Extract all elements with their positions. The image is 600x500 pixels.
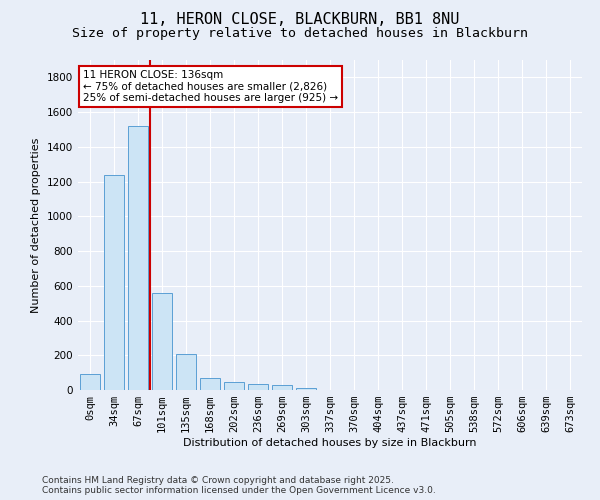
Bar: [272, 386, 292, 390]
Bar: [152, 292, 172, 390]
Bar: [296, 388, 316, 390]
Bar: [176, 354, 196, 390]
Bar: [200, 378, 220, 390]
Bar: [80, 374, 100, 390]
Bar: [248, 384, 268, 390]
Text: 11, HERON CLOSE, BLACKBURN, BB1 8NU: 11, HERON CLOSE, BLACKBURN, BB1 8NU: [140, 12, 460, 28]
Bar: [224, 382, 244, 390]
X-axis label: Distribution of detached houses by size in Blackburn: Distribution of detached houses by size …: [183, 438, 477, 448]
Text: 11 HERON CLOSE: 136sqm
← 75% of detached houses are smaller (2,826)
25% of semi-: 11 HERON CLOSE: 136sqm ← 75% of detached…: [83, 70, 338, 103]
Bar: [128, 126, 148, 390]
Bar: [104, 174, 124, 390]
Y-axis label: Number of detached properties: Number of detached properties: [31, 138, 41, 312]
Text: Size of property relative to detached houses in Blackburn: Size of property relative to detached ho…: [72, 28, 528, 40]
Text: Contains HM Land Registry data © Crown copyright and database right 2025.
Contai: Contains HM Land Registry data © Crown c…: [42, 476, 436, 495]
